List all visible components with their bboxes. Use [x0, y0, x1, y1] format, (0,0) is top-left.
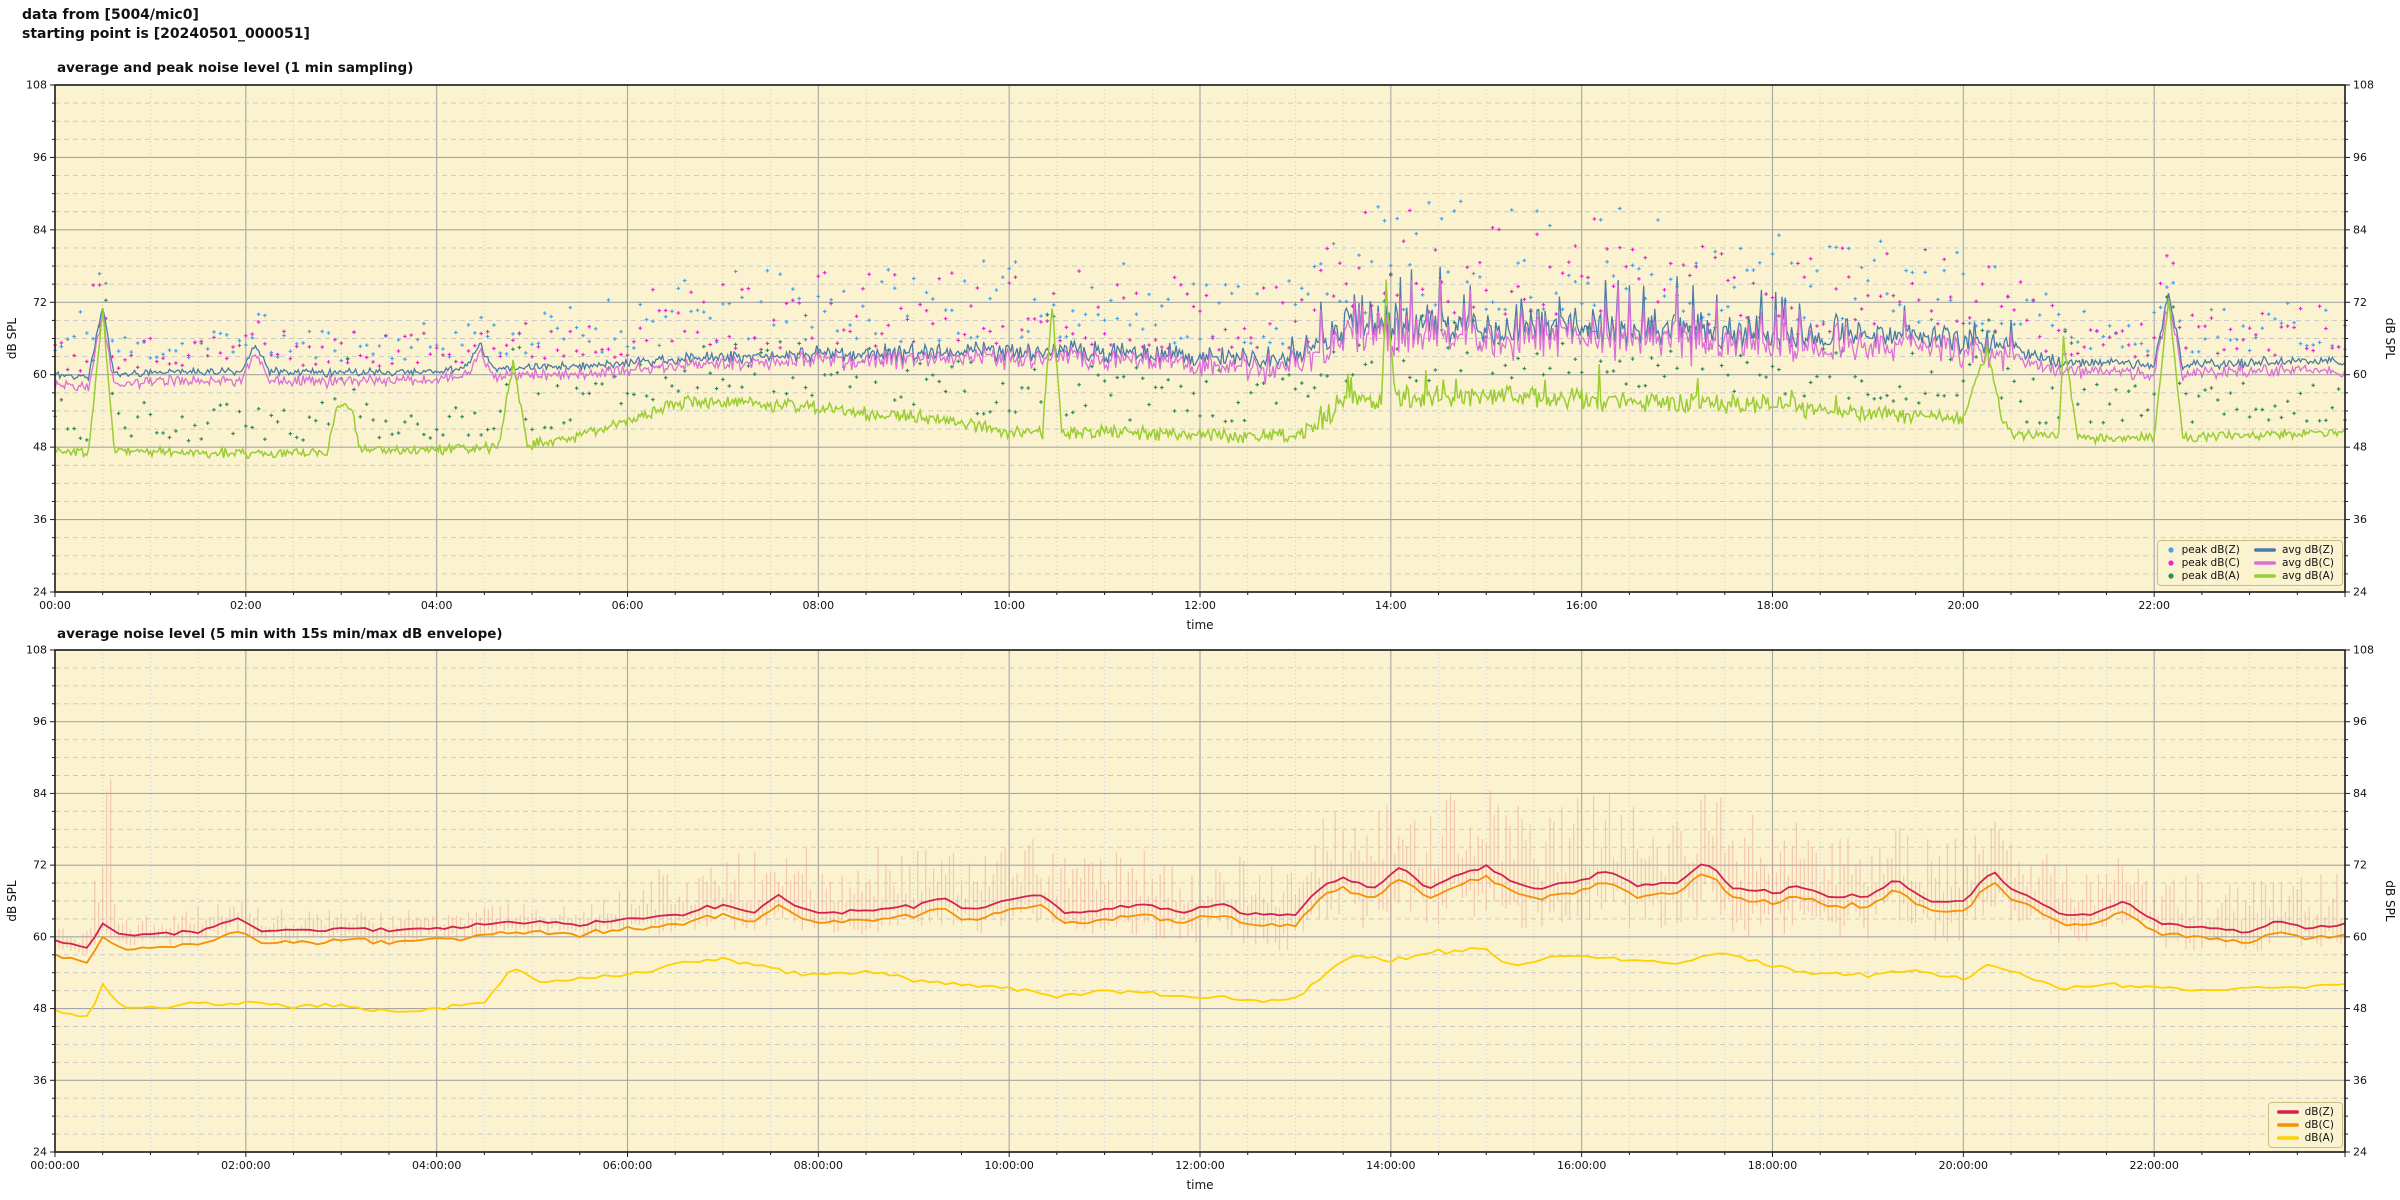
svg-text:72: 72 — [33, 296, 47, 309]
svg-text:00:00:00: 00:00:00 — [30, 1159, 79, 1172]
svg-text:36: 36 — [33, 513, 47, 526]
legend-label: dB(Z) — [2304, 1106, 2334, 1118]
svg-text:60: 60 — [2353, 930, 2367, 943]
svg-text:14:00: 14:00 — [1375, 599, 1407, 612]
dbc-line-icon — [2276, 1123, 2299, 1127]
svg-text:72: 72 — [33, 859, 47, 872]
avg-dbz-line-icon — [2253, 548, 2276, 552]
svg-text:108: 108 — [26, 79, 47, 92]
chart-1-title: average and peak noise level (1 min samp… — [57, 60, 414, 76]
svg-text:84: 84 — [2353, 787, 2367, 800]
legend-label: avg dB(Z) — [2281, 544, 2334, 556]
svg-text:10:00: 10:00 — [993, 599, 1025, 612]
svg-text:14:00:00: 14:00:00 — [1366, 1159, 1415, 1172]
chart-2-title: average noise level (5 min with 15s min/… — [57, 626, 503, 642]
svg-text:36: 36 — [2353, 513, 2367, 526]
svg-text:22:00: 22:00 — [2138, 599, 2170, 612]
svg-text:48: 48 — [2353, 441, 2367, 454]
legend-label: avg dB(C) — [2281, 557, 2334, 569]
legend-label: peak dB(Z) — [2181, 544, 2240, 556]
avg-dba-line-icon — [2253, 574, 2276, 578]
header-data-source: data from [5004/mic0] — [22, 7, 199, 23]
svg-text:48: 48 — [2353, 1002, 2367, 1015]
svg-text:108: 108 — [2353, 644, 2374, 657]
svg-text:18:00: 18:00 — [1757, 599, 1789, 612]
svg-text:dB SPL: dB SPL — [2383, 318, 2397, 360]
svg-text:08:00: 08:00 — [802, 599, 834, 612]
dbz-line-icon — [2276, 1110, 2299, 1114]
svg-text:dB SPL: dB SPL — [5, 318, 19, 360]
legend-item-avg-dbz: avg dB(Z) — [2253, 544, 2334, 556]
svg-text:36: 36 — [33, 1074, 47, 1087]
svg-text:time: time — [1186, 618, 1213, 632]
legend-item-dbc: dB(C) — [2276, 1119, 2334, 1131]
svg-text:72: 72 — [2353, 296, 2367, 309]
svg-text:24: 24 — [2353, 586, 2367, 599]
legend-label: peak dB(C) — [2181, 557, 2240, 569]
legend-label: avg dB(A) — [2281, 570, 2334, 582]
legend-label: dB(C) — [2304, 1119, 2334, 1131]
svg-text:96: 96 — [2353, 715, 2367, 728]
peak-dba-dot-icon — [2167, 573, 2174, 579]
svg-text:18:00:00: 18:00:00 — [1748, 1159, 1797, 1172]
peak-dbc-dot-icon — [2167, 560, 2174, 566]
svg-text:84: 84 — [33, 787, 47, 800]
legend-item-peak-dbz: peak dB(Z) — [2166, 544, 2240, 556]
svg-text:00:00: 00:00 — [39, 599, 71, 612]
svg-text:36: 36 — [2353, 1074, 2367, 1087]
svg-text:48: 48 — [33, 1002, 47, 1015]
svg-text:08:00:00: 08:00:00 — [794, 1159, 843, 1172]
svg-text:time: time — [1186, 1178, 1213, 1192]
svg-text:06:00: 06:00 — [612, 599, 644, 612]
legend-item-dbz: dB(Z) — [2276, 1106, 2334, 1118]
svg-text:dB SPL: dB SPL — [5, 880, 19, 922]
chart-1-legend: peak dB(Z) peak dB(C) peak dB(A) avg dB(… — [2156, 540, 2343, 586]
svg-text:96: 96 — [33, 151, 47, 164]
svg-text:04:00: 04:00 — [421, 599, 453, 612]
svg-text:72: 72 — [2353, 859, 2367, 872]
svg-text:16:00: 16:00 — [1566, 599, 1598, 612]
legend-item-avg-dbc: avg dB(C) — [2253, 557, 2334, 569]
svg-text:48: 48 — [33, 441, 47, 454]
svg-text:96: 96 — [33, 715, 47, 728]
svg-text:02:00: 02:00 — [230, 599, 262, 612]
svg-text:16:00:00: 16:00:00 — [1557, 1159, 1606, 1172]
svg-text:12:00: 12:00 — [1184, 599, 1216, 612]
svg-text:22:00:00: 22:00:00 — [2129, 1159, 2178, 1172]
legend-item-avg-dba: avg dB(A) — [2253, 570, 2334, 582]
svg-text:108: 108 — [26, 644, 47, 657]
svg-text:96: 96 — [2353, 151, 2367, 164]
svg-text:12:00:00: 12:00:00 — [1175, 1159, 1224, 1172]
svg-text:04:00:00: 04:00:00 — [412, 1159, 461, 1172]
svg-text:24: 24 — [33, 586, 47, 599]
dba-line-icon — [2276, 1136, 2299, 1140]
peak-dbz-dot-icon — [2167, 547, 2174, 553]
svg-text:20:00:00: 20:00:00 — [1939, 1159, 1988, 1172]
svg-text:108: 108 — [2353, 79, 2374, 92]
svg-text:20:00: 20:00 — [1947, 599, 1979, 612]
svg-text:24: 24 — [33, 1146, 47, 1159]
svg-text:24: 24 — [2353, 1146, 2367, 1159]
chart-2-legend: dB(Z) dB(C) dB(A) — [2267, 1102, 2343, 1148]
svg-text:02:00:00: 02:00:00 — [221, 1159, 270, 1172]
legend-label: peak dB(A) — [2181, 570, 2240, 582]
svg-text:60: 60 — [2353, 368, 2367, 381]
legend-item-peak-dba: peak dB(A) — [2166, 570, 2240, 582]
svg-text:60: 60 — [33, 930, 47, 943]
svg-text:84: 84 — [33, 223, 47, 236]
legend-label: dB(A) — [2304, 1132, 2334, 1144]
legend-item-peak-dbc: peak dB(C) — [2166, 557, 2240, 569]
svg-text:06:00:00: 06:00:00 — [603, 1159, 652, 1172]
header-starting-point: starting point is [20240501_000051] — [22, 26, 310, 42]
figure-header: data from [5004/mic0] starting point is … — [22, 6, 310, 44]
svg-text:60: 60 — [33, 368, 47, 381]
svg-text:dB SPL: dB SPL — [2383, 880, 2397, 922]
svg-text:84: 84 — [2353, 223, 2367, 236]
legend-item-dba: dB(A) — [2276, 1132, 2334, 1144]
avg-dbc-line-icon — [2253, 561, 2276, 565]
svg-text:10:00:00: 10:00:00 — [984, 1159, 1033, 1172]
